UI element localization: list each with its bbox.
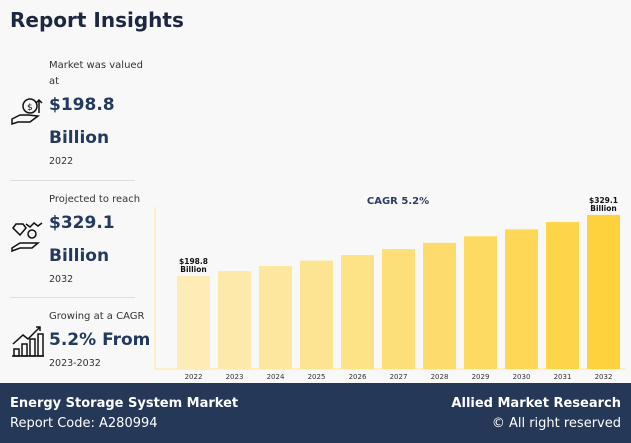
bar-2026 [341, 254, 374, 369]
x-tick-label: 2025 [308, 373, 326, 381]
stat-label: Market was valued at [49, 60, 143, 87]
x-tick-label: 2031 [554, 373, 572, 381]
svg-text:$: $ [27, 103, 33, 113]
stat-year: 2032 [49, 274, 74, 285]
report-code: Report Code: A280994 [10, 416, 158, 431]
x-tick-label: 2024 [267, 373, 285, 381]
footer: Energy Storage System Market Report Code… [0, 383, 631, 443]
x-tick-label: 2022 [185, 373, 203, 381]
x-tick-label: 2026 [349, 373, 367, 381]
bar-2022 [177, 275, 210, 369]
x-tick-label: 2030 [513, 373, 531, 381]
bar-2027 [382, 249, 415, 369]
x-tick-label: 2028 [431, 373, 449, 381]
bar-growth-icon [12, 326, 44, 357]
hand-money-up-icon: $ [11, 98, 43, 126]
data-label: Billion [590, 204, 617, 213]
market-name: Energy Storage System Market [10, 396, 239, 411]
page-title: Report Insights [10, 8, 184, 32]
stat-value-unit: Billion [49, 246, 110, 266]
hand-diamond-coin-icon [11, 222, 43, 253]
stat-label: Growing at a CAGR [49, 311, 145, 322]
data-label: $329.1 [589, 196, 618, 205]
bar-2023 [218, 271, 251, 369]
stat-year: 2022 [49, 156, 74, 167]
rights-text: © All right reserved [491, 416, 621, 431]
chart-title: CAGR 5.2% [367, 196, 429, 207]
stat-value: 5.2% From [49, 330, 151, 350]
bar-2025 [300, 260, 333, 369]
bar-2032 [587, 214, 620, 369]
bar-2024 [259, 265, 292, 369]
bar-2028 [423, 242, 456, 369]
stat-value: $329.1 [49, 213, 115, 233]
data-label: $198.8 [179, 257, 208, 266]
x-tick-label: 2029 [472, 373, 490, 381]
bar-2029 [464, 236, 497, 369]
x-tick-label: 2032 [595, 373, 613, 381]
data-label: Billion [180, 265, 207, 274]
stat-label: Projected to reach [49, 194, 141, 205]
x-tick-label: 2027 [390, 373, 408, 381]
stat-year: 2023-2032 [49, 358, 101, 369]
stat-value-unit: Billion [49, 128, 110, 148]
bar-2031 [546, 222, 579, 369]
stat-value: $198.8 [49, 95, 115, 115]
brand-name: Allied Market Research [451, 396, 621, 411]
divider [10, 297, 135, 298]
bar-2030 [505, 229, 538, 369]
x-tick-label: 2023 [226, 373, 244, 381]
divider [10, 180, 135, 181]
